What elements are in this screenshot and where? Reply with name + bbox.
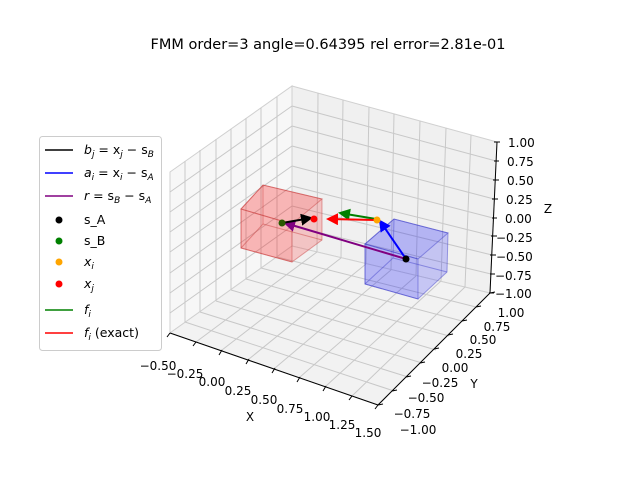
svg-text:s_B: s_B [84, 233, 105, 248]
svg-text:1.25: 1.25 [329, 418, 356, 432]
svg-text:0.00: 0.00 [199, 375, 226, 389]
svg-text:−0.75: −0.75 [394, 407, 431, 421]
svg-text:−1.00: −1.00 [495, 287, 532, 301]
grid-left [169, 97, 293, 322]
legend-frame [39, 136, 162, 351]
grid-floor [184, 251, 477, 397]
svg-text:ai = xi − sA: ai = xi − sA [84, 165, 154, 183]
z-ticks [489, 141, 500, 294]
vector-r [283, 220, 407, 260]
svg-text:0.50: 0.50 [507, 174, 534, 188]
x-axis-label: X [246, 410, 254, 424]
legend-item-x-i: xi [55, 254, 94, 272]
z-tick-labels: 1.00 0.75 0.50 0.25 0.00 −0.25 −0.50 −0.… [495, 136, 535, 301]
svg-text:bj = xj − sB: bj = xj − sB [84, 142, 154, 160]
svg-text:−0.25: −0.25 [167, 367, 204, 381]
svg-text:0.00: 0.00 [442, 361, 469, 375]
z-axis-label: Z [544, 202, 552, 216]
y-axis-label: Y [469, 377, 478, 391]
svg-text:0.75: 0.75 [507, 155, 534, 169]
legend-item-s-A: s_A [55, 212, 106, 227]
legend-item-x-j: xj [55, 276, 94, 294]
legend-item-b-j: bj = xj − sB [45, 142, 154, 160]
svg-text:fi: fi [84, 302, 91, 320]
svg-text:r = sB − sA: r = sB − sA [84, 188, 151, 206]
point-s-B [278, 219, 286, 227]
legend-item-a-i: ai = xi − sA [45, 165, 154, 183]
svg-text:−0.75: −0.75 [495, 269, 532, 283]
legend-item-f-i: fi [45, 302, 91, 320]
y-tick-labels: −1.00 −0.75 −0.50 −0.25 0.00 0.25 0.50 0… [394, 306, 525, 437]
svg-text:fi (exact): fi (exact) [84, 325, 139, 343]
svg-text:1.00: 1.00 [498, 306, 525, 320]
x-ticks [166, 332, 379, 410]
svg-text:0.50: 0.50 [251, 393, 278, 407]
svg-text:0.00: 0.00 [505, 212, 532, 226]
point-x-i [373, 216, 381, 224]
x-tick-labels: −0.50 −0.25 0.00 0.25 0.50 0.75 1.00 1.2… [140, 359, 382, 440]
legend-item-s-B: s_B [55, 233, 105, 248]
svg-text:0.25: 0.25 [225, 384, 252, 398]
svg-text:0.50: 0.50 [470, 333, 497, 347]
grid-back [291, 92, 497, 288]
svg-text:−0.25: −0.25 [496, 231, 533, 245]
svg-text:−0.50: −0.50 [496, 250, 533, 264]
legend-item-f-i-exact: fi (exact) [45, 325, 139, 343]
axes-3d: −0.50 −0.25 0.00 0.25 0.50 0.75 1.00 1.2… [140, 85, 552, 440]
svg-text:xi: xi [83, 254, 94, 272]
svg-text:0.75: 0.75 [277, 402, 304, 416]
svg-text:0.25: 0.25 [456, 347, 483, 361]
svg-text:1.00: 1.00 [508, 136, 535, 150]
svg-text:−0.50: −0.50 [408, 391, 445, 405]
svg-text:−1.00: −1.00 [400, 423, 437, 437]
vector-b-j [281, 213, 313, 226]
svg-text:s_A: s_A [84, 212, 106, 227]
svg-text:xj: xj [83, 276, 94, 294]
vector-f-i [338, 208, 377, 221]
svg-text:1.50: 1.50 [355, 426, 382, 440]
vector-a-i [378, 219, 407, 260]
chart-title: FMM order=3 angle=0.64395 rel error=2.81… [151, 37, 506, 53]
point-x-j [310, 215, 318, 223]
svg-text:−0.25: −0.25 [422, 376, 459, 390]
svg-text:0.75: 0.75 [484, 320, 511, 334]
svg-text:1.00: 1.00 [304, 410, 331, 424]
vector-f-i-exact [326, 213, 377, 226]
svg-text:−0.50: −0.50 [140, 359, 177, 373]
legend: bj = xj − sB ai = xi − sA r = sB − sA s_… [39, 136, 162, 351]
point-s-A [402, 255, 410, 263]
legend-item-r: r = sB − sA [45, 188, 151, 206]
svg-text:0.25: 0.25 [506, 193, 533, 207]
